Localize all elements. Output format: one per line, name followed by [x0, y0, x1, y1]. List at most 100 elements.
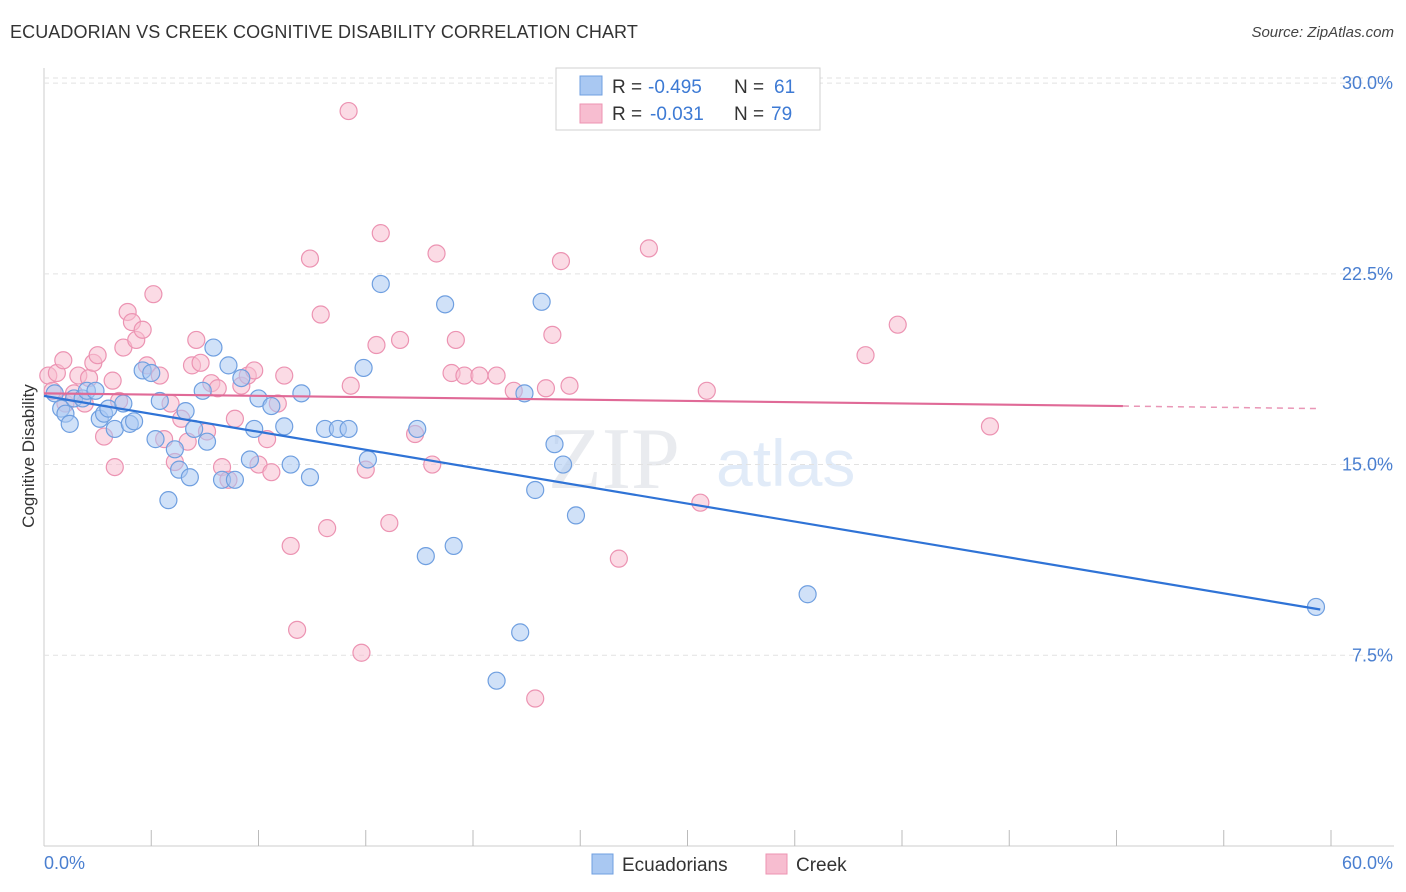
creek-point [856, 346, 875, 365]
bottom-legend-label-ecuadorians: Ecuadorians [622, 855, 728, 876]
bottom-legend-swatch-ecuadorians [591, 853, 614, 875]
legend-swatch-ecuadorians [579, 75, 603, 96]
creek-point [187, 330, 206, 350]
creek-point [487, 366, 506, 385]
x-tick-label-max: 60.0% [1342, 853, 1393, 873]
ecuadorian-point [225, 470, 245, 489]
ecuadorian-point [240, 450, 260, 469]
ecuadorian-point [798, 585, 817, 604]
ecuadorian-point [515, 384, 534, 403]
ecuadorian-point [193, 381, 212, 400]
creek-point [423, 455, 442, 474]
ecuadorian-point [444, 536, 463, 556]
ecuadorian-point [197, 432, 217, 451]
legend-r-value-2: -0.031 [650, 104, 704, 125]
ecuadorian-point [124, 412, 144, 431]
creek-point [275, 366, 294, 385]
y-tick-label: 7.5% [1352, 645, 1393, 665]
ecuadorian-point [105, 419, 124, 439]
creek-point [300, 249, 320, 268]
stats-legend: R = -0.495 N = 61 R = -0.031 N = 79 [555, 67, 821, 131]
ecuadorian-point [142, 363, 161, 383]
creek-point [371, 224, 390, 243]
y-axis-label: Cognitive Disability [19, 384, 38, 528]
creek-point [543, 325, 562, 344]
creek-point [144, 285, 163, 304]
ecuadorian-points [45, 274, 1326, 690]
creek-trend-line-extension [1122, 405, 1321, 410]
ecuadorian-point [146, 430, 165, 449]
ecuadorian-point [176, 402, 195, 421]
creek-point [560, 376, 579, 395]
creek-point [639, 239, 658, 258]
ecuadorian-point [281, 455, 300, 474]
ecuadorian-point [292, 384, 311, 403]
ecuadorian-point [371, 274, 390, 294]
y-tick-label: 30.0% [1342, 73, 1393, 93]
ecuadorian-point [408, 419, 427, 439]
ecuadorian-point [358, 450, 377, 469]
creek-point [367, 335, 386, 355]
ecuadorian-point [545, 435, 564, 454]
y-axis-tick-labels: 7.5% 15.0% 22.5% 30.0% [1342, 73, 1393, 665]
creek-point [281, 536, 300, 556]
ecuadorian-point [86, 381, 105, 400]
ecuadorian-point [566, 506, 586, 525]
ecuadorian-point [60, 414, 79, 433]
ecuadorian-point [262, 396, 281, 416]
chart-title: ECUADORIAN VS CREEK COGNITIVE DISABILITY… [10, 22, 638, 42]
creek-point [103, 371, 122, 390]
ecuadorian-point [300, 468, 320, 487]
creek-point [888, 315, 907, 334]
creek-point [339, 101, 358, 121]
x-axis-ticks [150, 830, 1332, 846]
creek-point [352, 643, 371, 662]
ecuadorian-point [436, 295, 455, 314]
creek-point [191, 353, 210, 372]
creek-point [697, 381, 716, 400]
y-tick-label: 15.0% [1342, 455, 1393, 475]
bottom-legend-label-creek: Creek [796, 855, 847, 876]
ecuadorian-point [180, 468, 199, 487]
creek-point [380, 513, 399, 533]
ecuadorian-point [232, 368, 251, 388]
creek-point [88, 346, 107, 365]
ecuadorian-point [159, 491, 178, 510]
ecuadorian-point [354, 358, 373, 378]
ecuadorian-point [204, 338, 223, 357]
creek-point [980, 417, 1000, 436]
source-label: Source: ZipAtlas.com [1251, 24, 1394, 41]
ecuadorian-point [339, 419, 358, 439]
x-tick-label-min: 0.0% [44, 853, 85, 873]
creek-point [470, 366, 489, 385]
ecuadorian-point [165, 440, 184, 459]
legend-r-value-1: -0.495 [648, 77, 702, 98]
bottom-legend-swatch-creek [765, 853, 788, 875]
creek-point [390, 330, 410, 350]
ecuadorian-point [416, 546, 435, 566]
creek-point [609, 549, 628, 568]
creek-point [288, 620, 307, 639]
legend-r-label-1: R = [612, 77, 642, 98]
watermark-atlas: atlas [716, 426, 855, 500]
creek-point [105, 457, 124, 477]
series-legend: Ecuadorians Creek [591, 853, 847, 876]
creek-point [318, 519, 337, 538]
creek-point [311, 305, 330, 324]
legend-r-label-2: R = [612, 104, 642, 125]
creek-point [54, 351, 73, 370]
y-tick-label: 22.5% [1342, 264, 1393, 284]
creek-point [262, 463, 281, 482]
watermark: ZIP atlas [548, 411, 855, 508]
legend-n-value-2: 79 [771, 104, 792, 125]
ecuadorian-trend-line [43, 394, 1321, 611]
ecuadorian-point [553, 455, 573, 474]
trend-lines [43, 392, 1321, 611]
creek-point [526, 689, 545, 708]
creek-point [133, 320, 152, 339]
ecuadorian-point [526, 480, 545, 500]
creek-point [551, 252, 571, 271]
creek-point [208, 379, 227, 398]
legend-n-label-1: N = [734, 77, 764, 98]
